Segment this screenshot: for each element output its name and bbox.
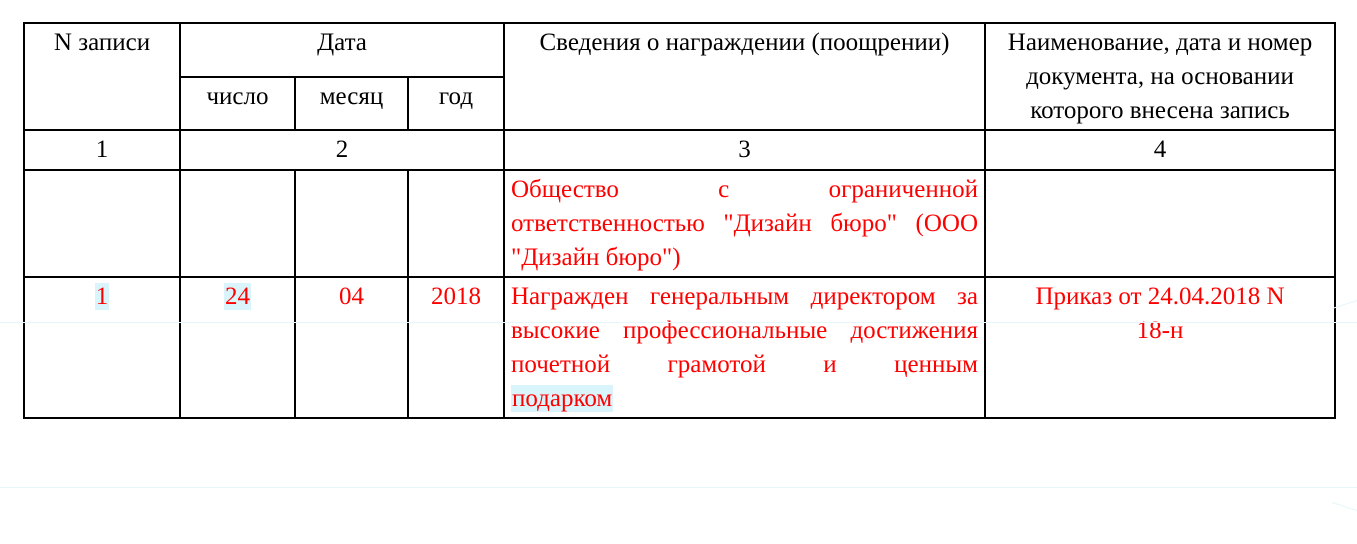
- org-row: Общество с ограниченной ответственностью…: [24, 170, 1335, 277]
- org-c2: [180, 170, 295, 277]
- colnum-1: 1: [24, 130, 180, 170]
- entry-row: 1 24 04 2018 Награжден генеральным дирек…: [24, 277, 1335, 418]
- page: N записи Дата Сведения о награждении (по…: [0, 0, 1357, 544]
- entry-year: 2018: [431, 283, 481, 310]
- org-c3: [295, 170, 408, 277]
- entry-day-cell: 24: [180, 277, 295, 418]
- entry-award-last-wrap: подарком: [511, 382, 978, 416]
- colnum-row: 1 2 3 4: [24, 130, 1335, 170]
- entry-month: 04: [339, 283, 364, 310]
- hdr-record-no: N записи: [24, 23, 180, 130]
- org-text: Общество с ограниченной ответственностью…: [504, 170, 985, 277]
- entry-doc-line2: 18-н: [992, 314, 1328, 348]
- entry-no-cell: 1: [24, 277, 180, 418]
- header-row-1: N записи Дата Сведения о награждении (по…: [24, 23, 1335, 77]
- entry-doc-cell: Приказ от 24.04.2018 N 18-н: [985, 277, 1335, 418]
- entry-year-cell: 2018: [408, 277, 504, 418]
- entry-month-cell: 04: [295, 277, 408, 418]
- guide-line-lower: [0, 487, 1357, 488]
- hdr-date: Дата: [180, 23, 504, 77]
- hdr-month: месяц: [295, 77, 408, 131]
- org-c6: [985, 170, 1335, 277]
- awards-table: N записи Дата Сведения о награждении (по…: [23, 22, 1336, 419]
- colnum-3: 3: [504, 130, 985, 170]
- colnum-2: 2: [180, 130, 504, 170]
- hdr-document: Наименование, дата и номер документа, на…: [985, 23, 1335, 130]
- colnum-4: 4: [985, 130, 1335, 170]
- entry-day: 24: [224, 283, 251, 310]
- guide-diag-lower: [1332, 502, 1357, 511]
- org-c4: [408, 170, 504, 277]
- hdr-year: год: [408, 77, 504, 131]
- entry-no: 1: [95, 283, 110, 310]
- hdr-award-info: Сведения о награждении (поощрении): [504, 23, 985, 130]
- entry-award-last: подарком: [511, 385, 613, 412]
- hdr-day: число: [180, 77, 295, 131]
- entry-award-main: Награжден генеральным директором за высо…: [511, 280, 978, 381]
- org-c1: [24, 170, 180, 277]
- entry-doc-line1: Приказ от 24.04.2018 N: [992, 280, 1328, 314]
- entry-award-cell: Награжден генеральным директором за высо…: [504, 277, 985, 418]
